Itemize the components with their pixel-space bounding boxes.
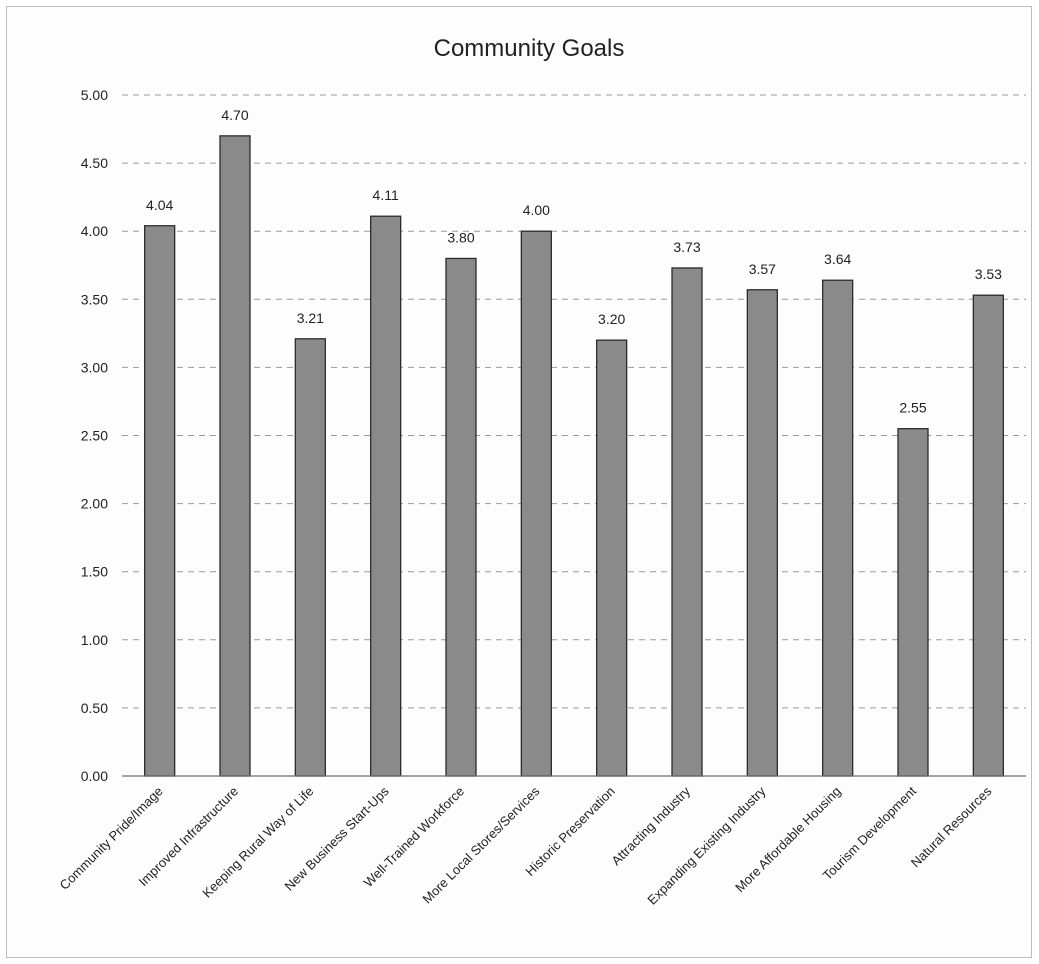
data-label: 3.20 — [598, 311, 625, 327]
y-tick-label: 0.00 — [81, 768, 108, 784]
bar — [144, 225, 176, 777]
y-tick-label: 0.50 — [81, 700, 108, 716]
bar — [897, 428, 929, 777]
bar — [972, 294, 1004, 777]
y-tick-label: 1.50 — [81, 564, 108, 580]
y-axis-ticks: 0.00 0.50 1.00 1.50 2.00 2.50 3.00 3.50 4.00 4.50… — [81, 87, 108, 784]
chart-frame — [6, 6, 1032, 958]
bar — [370, 215, 402, 777]
bar — [746, 289, 778, 777]
bar — [671, 267, 703, 777]
bar — [294, 338, 326, 777]
category-label: Natural Resources — [908, 783, 995, 870]
data-label: 4.11 — [373, 187, 399, 203]
bar — [445, 257, 477, 777]
bar — [219, 135, 251, 777]
bar — [596, 339, 628, 777]
category-label: Attracting Industry — [608, 783, 693, 868]
y-tick-label: 1.00 — [81, 632, 108, 648]
y-tick-label: 3.00 — [81, 359, 108, 375]
bar — [520, 230, 552, 777]
data-labels: 4.04 4.70 3.21 4.11 3.80 4.00 3.20 3.73 3.57 3.64… — [146, 107, 1002, 416]
data-label: 4.04 — [146, 197, 173, 213]
data-label: 3.21 — [297, 310, 324, 326]
y-tick-label: 2.00 — [81, 496, 108, 512]
bars — [144, 135, 1004, 777]
data-label: 3.53 — [975, 266, 1002, 282]
bar — [822, 279, 854, 777]
data-label: 2.55 — [899, 400, 926, 416]
y-tick-label: 4.00 — [81, 223, 108, 239]
y-tick-label: 5.00 — [81, 87, 108, 103]
data-label: 4.00 — [523, 202, 550, 218]
y-tick-label: 2.50 — [81, 428, 108, 444]
data-label: 3.73 — [673, 239, 700, 255]
y-tick-label: 3.50 — [81, 291, 108, 307]
data-label: 3.57 — [749, 261, 776, 277]
y-tick-label: 4.50 — [81, 155, 108, 171]
data-label: 3.64 — [824, 251, 851, 267]
chart-title: Community Goals — [434, 35, 625, 62]
data-label: 4.70 — [221, 107, 248, 123]
data-label: 3.80 — [447, 229, 474, 245]
gridlines — [122, 94, 1026, 709]
